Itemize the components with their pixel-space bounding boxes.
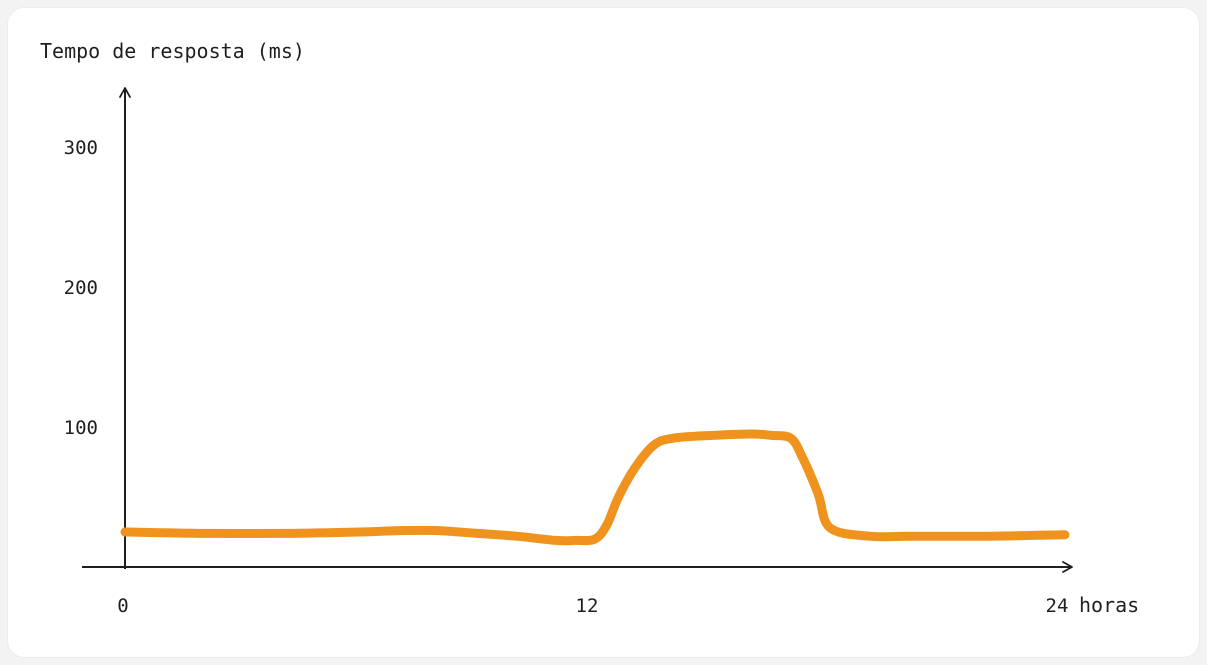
y-tick-label: 300 (64, 137, 98, 159)
x-tick-label: 24 (1046, 595, 1069, 617)
series-line (120, 429, 1070, 546)
x-tick-label: 0 (117, 595, 128, 617)
x-axis-label: horas (1079, 593, 1139, 617)
y-tick-labels: 100 200 300 (64, 137, 98, 439)
x-tick-labels: 0 12 24 (117, 595, 1068, 617)
chart-card (8, 8, 1199, 657)
y-tick-label: 100 (64, 417, 98, 439)
y-axis-label: Tempo de resposta (ms) (40, 39, 305, 63)
y-tick-label: 200 (64, 277, 98, 299)
x-tick-label: 12 (576, 595, 599, 617)
